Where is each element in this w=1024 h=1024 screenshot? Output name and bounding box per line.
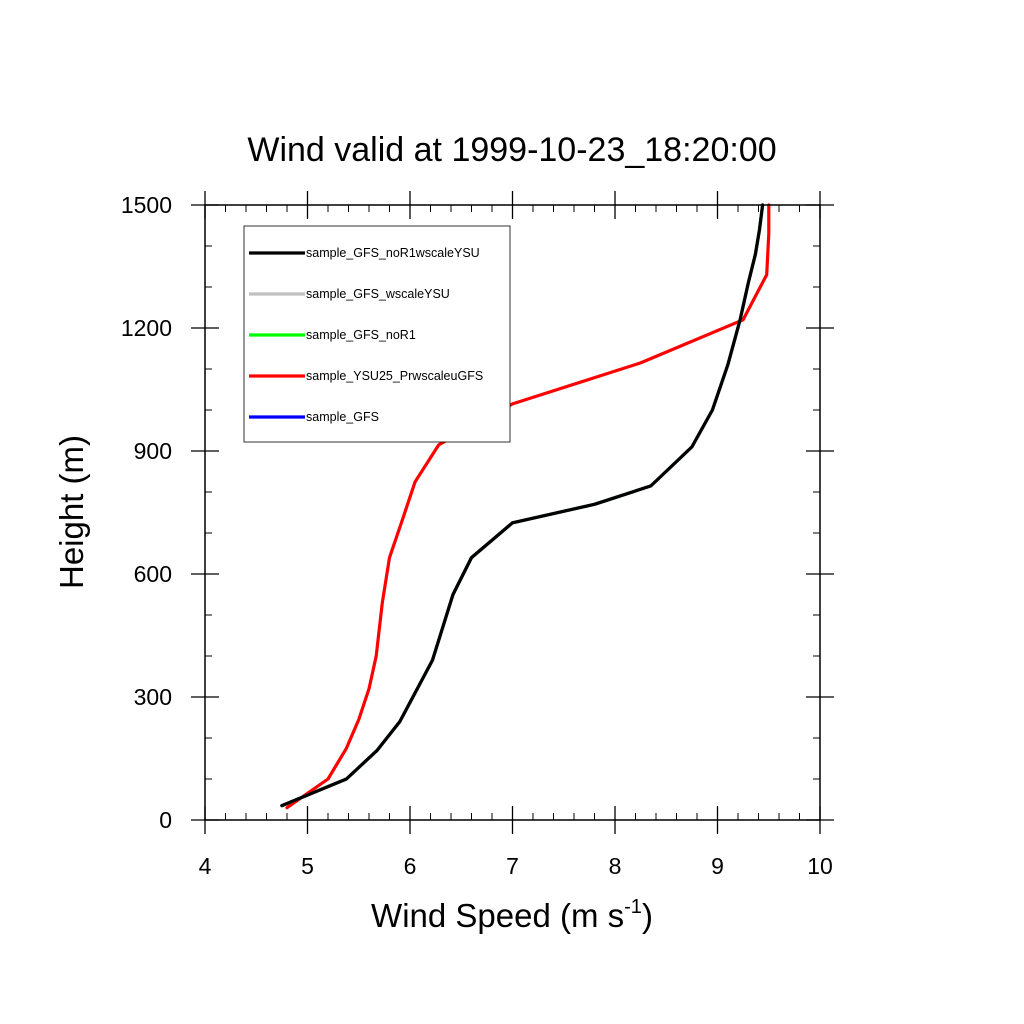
y-tick-label: 1500 xyxy=(121,192,172,218)
x-tick-label: 8 xyxy=(609,853,622,879)
x-tick-label: 9 xyxy=(711,853,724,879)
plot-frame xyxy=(204,204,821,821)
y-tick-label: 0 xyxy=(159,807,172,833)
x-axis-label-main: Wind Speed (m s xyxy=(371,897,624,934)
series-lines xyxy=(280,203,771,810)
x-tick-label: 5 xyxy=(301,853,314,879)
legend-label: sample_GFS xyxy=(306,410,379,424)
x-tick-label: 6 xyxy=(404,853,417,879)
x-axis-label-exponent: -1 xyxy=(624,896,642,918)
series-line-sample_YSU25_PrwscaleuGFS xyxy=(285,203,771,810)
tick-labels: 4 5 6 7 8 9 10 0 300 600 900 1200 1500 xyxy=(121,192,833,879)
x-tick-label: 7 xyxy=(506,853,519,879)
legend-label: sample_GFS_noR1 xyxy=(306,328,416,342)
legend-label: sample_GFS_noR1wscaleYSU xyxy=(306,246,480,260)
y-axis-label: Height (m) xyxy=(53,435,90,589)
x-tick-label: 4 xyxy=(199,853,212,879)
chart-title: Wind valid at 1999-10-23_18:20:00 xyxy=(247,131,776,169)
x-tick-label: 10 xyxy=(807,853,833,879)
y-tick-label: 300 xyxy=(134,684,172,710)
x-axis-label: Wind Speed (m s-1) xyxy=(371,896,653,934)
y-tick-label: 600 xyxy=(134,561,172,587)
series-line-sample_GFS_noR1wscaleYSU xyxy=(280,203,765,808)
legend-label: sample_GFS_wscaleYSU xyxy=(306,287,450,301)
y-tick-label: 900 xyxy=(134,438,172,464)
y-tick-label: 1200 xyxy=(121,315,172,341)
legend: sample_GFS_noR1wscaleYSU sample_GFS_wscal… xyxy=(243,225,511,443)
legend-label: sample_YSU25_PrwscaleuGFS xyxy=(306,369,483,383)
x-axis-label-close: ) xyxy=(642,897,653,934)
